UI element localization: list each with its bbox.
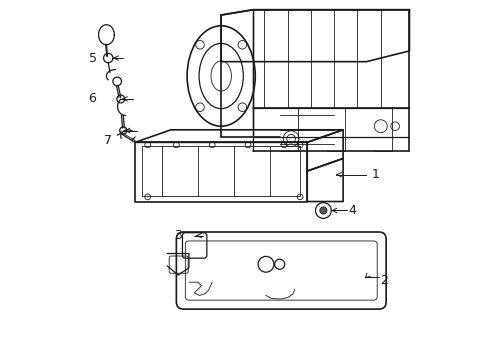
Circle shape bbox=[319, 207, 326, 214]
Text: 1: 1 bbox=[371, 168, 379, 181]
Text: 6: 6 bbox=[88, 93, 96, 105]
Text: 4: 4 bbox=[348, 204, 356, 217]
Text: 2: 2 bbox=[379, 274, 387, 287]
Text: 7: 7 bbox=[103, 134, 112, 147]
Text: 3: 3 bbox=[174, 229, 182, 242]
Text: 5: 5 bbox=[89, 51, 97, 64]
